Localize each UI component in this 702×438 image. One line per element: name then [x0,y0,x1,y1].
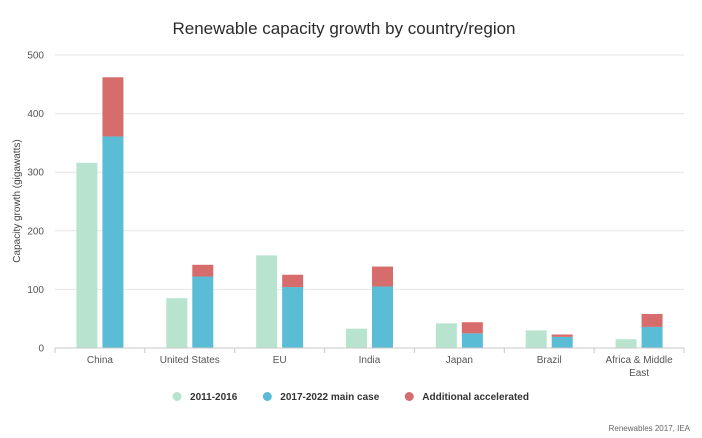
y-tick-label: 300 [27,168,44,179]
y-tick-label: 100 [27,285,44,296]
bar [102,77,124,137]
x-category-label: Brazil [537,355,562,366]
bar [282,274,304,288]
bar [76,162,98,348]
x-category-label: Japan [446,355,473,366]
y-axis-title: Capacity growth (gigawatts) [12,139,23,262]
source-note: Renewables 2017, IEA [609,424,691,433]
bar [192,276,214,348]
legend-label: 2011-2016 [190,392,238,403]
bars [76,77,663,348]
bar [551,336,573,348]
y-tick-label: 200 [27,226,44,237]
bar [641,326,663,348]
bar [102,136,124,348]
x-category-label: EU [273,355,287,366]
bar [461,333,483,348]
chart-title: Renewable capacity growth by country/reg… [172,19,515,38]
x-category-label: China [87,355,114,366]
gridlines [55,54,684,290]
bar [256,255,278,348]
bar [461,322,483,334]
bar [282,287,304,348]
x-category-label: United States [160,355,220,366]
bar [641,314,663,327]
bar [525,330,547,348]
y-tick-label: 500 [27,51,44,62]
legend: 2011-2016 2017-2022 main case Additional a… [172,392,529,403]
bar [372,286,393,348]
legend-swatch [172,392,182,401]
y-tick-labels: 0 100 200 300 400 500 [27,51,44,355]
y-tick-label: 0 [38,344,44,355]
bar [615,339,637,348]
bar [346,328,367,348]
legend-swatch [262,392,272,401]
bar [372,266,393,287]
y-tick-label: 400 [27,109,44,120]
x-category-labels: China United States EU India Japan Brazil Afri… [87,355,673,379]
bar [192,264,214,277]
legend-label: 2017-2022 main case [280,392,379,403]
bar [435,323,457,348]
x-category-label: East [629,368,649,379]
bar [551,334,573,337]
x-tick-marks [54,348,685,353]
x-category-label: India [359,355,381,366]
x-category-label: Africa & Middle [605,355,673,366]
bar [166,298,188,348]
legend-label: Additional accelerated [422,392,529,403]
legend-swatch [404,392,414,401]
